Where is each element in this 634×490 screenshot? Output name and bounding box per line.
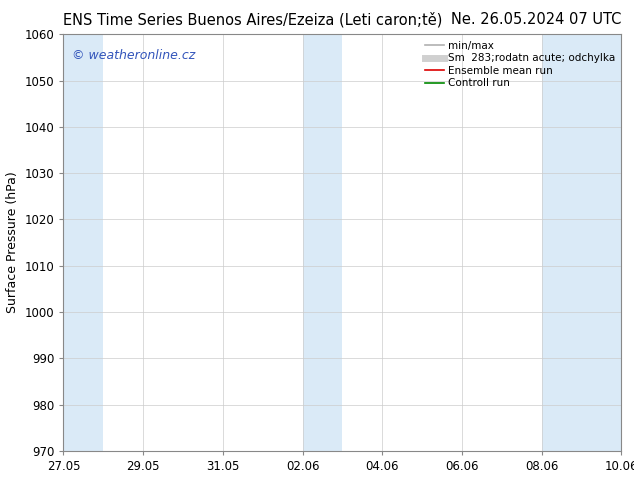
Text: © weatheronline.cz: © weatheronline.cz [72,49,195,62]
Bar [302,34,342,451]
Legend: min/max, Sm  283;rodatn acute; odchylka, Ensemble mean run, Controll run: min/max, Sm 283;rodatn acute; odchylka, … [421,36,619,93]
Text: Ne. 26.05.2024 07 UTC: Ne. 26.05.2024 07 UTC [451,12,621,27]
Bar [541,34,621,451]
Y-axis label: Surface Pressure (hPa): Surface Pressure (hPa) [6,172,19,314]
Bar [63,34,103,451]
Text: ENS Time Series Buenos Aires/Ezeiza (Leti caron;tě): ENS Time Series Buenos Aires/Ezeiza (Let… [63,12,443,28]
